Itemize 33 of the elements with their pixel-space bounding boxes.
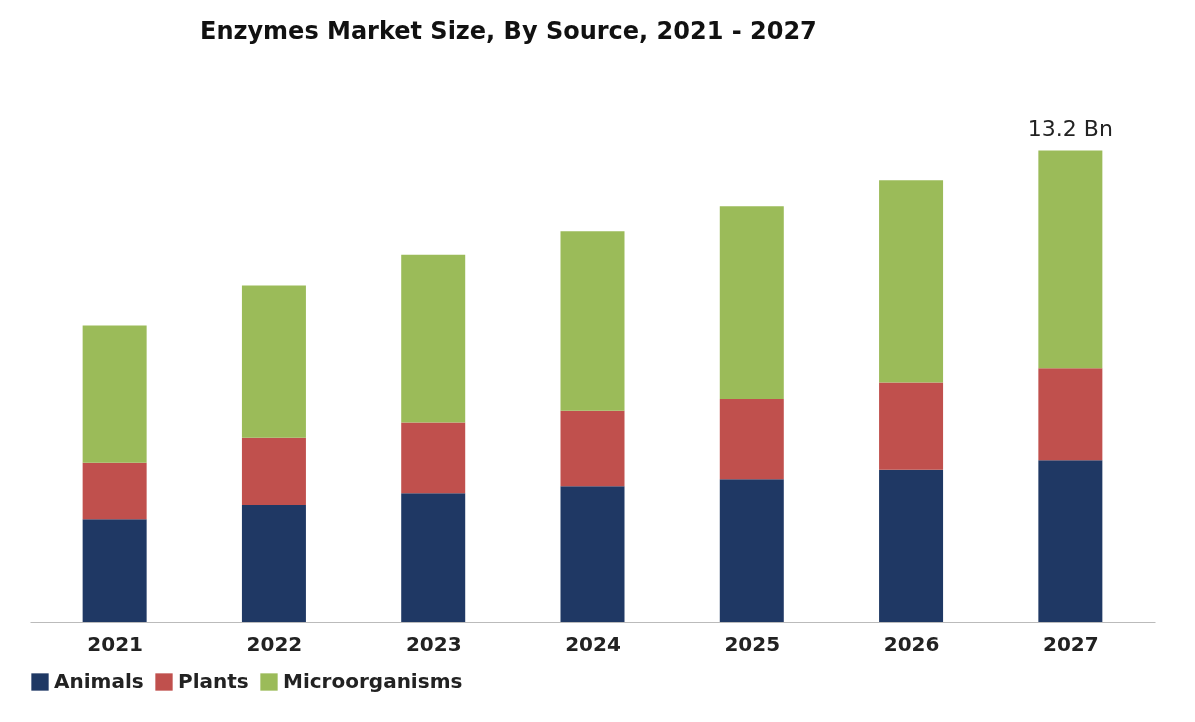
bar	[401, 254, 466, 423]
legend-label: Microorganisms	[283, 669, 463, 693]
bar	[719, 206, 784, 400]
bar	[82, 325, 147, 463]
bar	[401, 493, 466, 622]
bar	[241, 437, 306, 506]
bar	[1038, 150, 1103, 369]
legend-label: Animals	[54, 669, 144, 693]
bar	[719, 479, 784, 622]
bar	[241, 285, 306, 438]
x-tick-label: 2022	[246, 631, 303, 656]
chart-title: Enzymes Market Size, By Source, 2021 - 2027	[200, 17, 817, 45]
x-tick-label: 2023	[405, 631, 462, 656]
bar	[82, 519, 147, 622]
bar	[879, 180, 944, 383]
bar	[879, 469, 944, 622]
x-tick-label: 2026	[883, 631, 940, 656]
x-tick-label: 2021	[87, 631, 143, 656]
bar	[719, 399, 784, 480]
x-tick-label: 2027	[1043, 631, 1099, 656]
bar	[560, 410, 625, 487]
legend-label: Plants	[178, 669, 249, 693]
bar	[560, 486, 625, 622]
bar	[241, 505, 306, 622]
bar	[82, 462, 147, 520]
x-tick-label: 2025	[724, 631, 781, 656]
bar	[1038, 368, 1103, 461]
x-tick-label: 2024	[565, 631, 621, 656]
bar	[1038, 460, 1103, 622]
bar	[879, 382, 944, 470]
bar	[401, 422, 466, 494]
bar	[560, 231, 625, 411]
annotation: 13.2 Bn	[1027, 115, 1113, 141]
